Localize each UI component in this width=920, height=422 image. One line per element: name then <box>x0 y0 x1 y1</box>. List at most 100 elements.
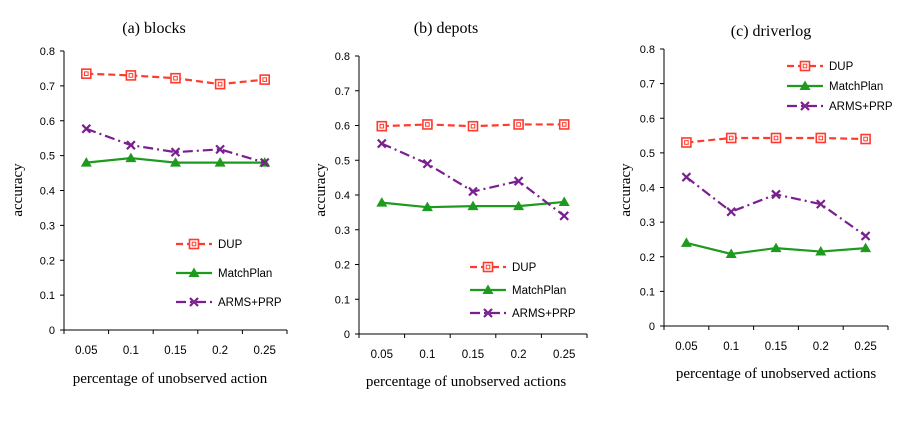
y-axis-label: accuracy <box>618 163 634 217</box>
data-point-armsprp <box>468 186 478 197</box>
data-point-dup-outer <box>467 120 479 132</box>
x-axis-label: percentage of unobserved actions <box>676 366 876 382</box>
x-tick-label: 0.05 <box>75 345 97 357</box>
data-point-armsprp <box>726 206 736 217</box>
legend-marker-dup <box>482 261 494 273</box>
series-armsprp <box>81 123 270 168</box>
data-point-dup-outer <box>860 133 871 145</box>
x-tick-label: 0.2 <box>212 345 228 357</box>
x-tick-label: 0.25 <box>254 345 276 357</box>
y-tick-label: 0.6 <box>40 116 55 128</box>
legend-label-armsprp: ARMS+PRP <box>512 308 576 320</box>
legend-marker-matchplan <box>482 284 494 294</box>
x-tick-label: 0.25 <box>553 349 575 361</box>
legend-marker-dup-inner <box>191 241 197 247</box>
data-point-dup-inner <box>262 77 267 82</box>
y-tick-label: 0.3 <box>640 217 655 229</box>
data-point-dup-inner <box>379 123 385 129</box>
data-point-dup-inner <box>818 135 824 141</box>
data-point-dup <box>214 78 226 90</box>
y-tick-label: 0.8 <box>40 46 55 58</box>
data-point-armsprp <box>215 144 225 155</box>
legend-label-dup: DUP <box>218 239 243 251</box>
data-point-dup <box>170 72 181 84</box>
data-point-armsprp <box>513 176 524 186</box>
data-point-dup-outer <box>815 132 827 144</box>
legend-label-matchplan: MatchPlan <box>829 81 883 93</box>
x-tick-label: 0.1 <box>123 345 139 357</box>
data-point-dup-outer <box>725 132 737 144</box>
y-tick-label: 0.6 <box>335 121 350 133</box>
data-point-matchplan <box>558 196 570 206</box>
legend: DUP MatchPlan ARMS+PRP <box>176 238 282 309</box>
data-point-matchplan <box>680 237 692 247</box>
legend-label-matchplan: MatchPlan <box>218 268 272 280</box>
data-point-armsprp <box>81 123 92 134</box>
data-point-dup-outer <box>214 78 226 90</box>
data-point-dup-inner <box>128 73 134 78</box>
data-point-dup <box>770 132 782 144</box>
data-point-dup-inner <box>728 135 734 141</box>
data-point-dup-inner <box>217 81 223 87</box>
series-line-armsprp <box>685 176 867 237</box>
y-tick-label: 0.5 <box>640 148 655 160</box>
data-point-matchplan <box>860 242 872 253</box>
legend-marker-armsprp <box>483 308 493 318</box>
series-dup <box>681 132 871 148</box>
x-tick-label: 0.15 <box>765 341 787 353</box>
data-point-dup-inner <box>863 136 868 142</box>
data-point-dup <box>259 74 271 85</box>
data-point-armsprp <box>860 231 871 241</box>
data-point-matchplan <box>815 246 827 256</box>
x-tick-label: 0.05 <box>371 349 393 361</box>
x-tick-label: 0.1 <box>419 349 435 361</box>
legend-label-dup: DUP <box>512 262 537 274</box>
series-armsprp <box>377 138 569 221</box>
data-point-dup-outer <box>422 119 433 130</box>
legend-label-armsprp: ARMS+PRP <box>829 101 893 113</box>
data-point-armsprp <box>170 147 181 157</box>
y-tick-label: 0.7 <box>640 79 655 91</box>
y-tick-label: 0.7 <box>335 86 350 98</box>
y-tick-label: 0.1 <box>40 290 55 302</box>
y-tick-label: 0.3 <box>335 225 350 237</box>
y-tick-label: 0.1 <box>335 294 350 306</box>
x-tick-label: 0.25 <box>854 341 876 353</box>
chart-blocks: (a) blocks 0 0.1 0.2 0.3 0.4 0.5 0.6 0.7 0.8 0.05 0… <box>10 20 288 387</box>
x-tick-label: 0.2 <box>813 341 829 353</box>
x-tick-label: 0.1 <box>723 341 739 353</box>
data-point-matchplan <box>725 248 737 258</box>
data-point-dup-outer <box>376 120 388 132</box>
x-tick-label: 0.05 <box>675 341 697 353</box>
y-tick-label: 0.4 <box>640 183 655 195</box>
data-point-matchplan <box>467 200 479 211</box>
legend-marker-armsprp <box>800 101 810 111</box>
legend: DUP MatchPlan ARMS+PRP <box>787 60 893 113</box>
legend-marker-dup <box>799 60 811 72</box>
legend-marker-dup-outer <box>482 261 494 273</box>
y-tick-label: 0.1 <box>640 286 655 298</box>
legend-marker-dup <box>188 238 200 250</box>
data-point-armsprp <box>771 189 781 200</box>
data-point-dup <box>558 119 570 130</box>
data-point-dup <box>376 120 388 132</box>
data-point-matchplan <box>170 157 181 167</box>
data-point-armsprp <box>259 157 270 168</box>
y-tick-label: 0 <box>344 329 350 341</box>
data-point-dup-inner <box>425 122 430 127</box>
y-tick-label: 0.2 <box>40 255 55 267</box>
y-tick-label: 0 <box>649 321 655 333</box>
x-tick-label: 0.15 <box>462 349 484 361</box>
legend-marker-matchplan <box>799 80 811 90</box>
data-point-dup-outer <box>170 72 181 84</box>
y-tick-label: 0.2 <box>335 260 350 272</box>
series-armsprp <box>681 172 871 241</box>
data-point-dup-outer <box>681 137 692 148</box>
chart-title: (a) blocks <box>122 20 186 37</box>
y-axis-label: accuracy <box>10 163 26 217</box>
data-point-dup-inner <box>561 122 567 127</box>
legend-marker-dup-inner <box>485 264 491 270</box>
data-point-dup <box>422 119 433 130</box>
legend-marker-matchplan <box>188 267 200 277</box>
